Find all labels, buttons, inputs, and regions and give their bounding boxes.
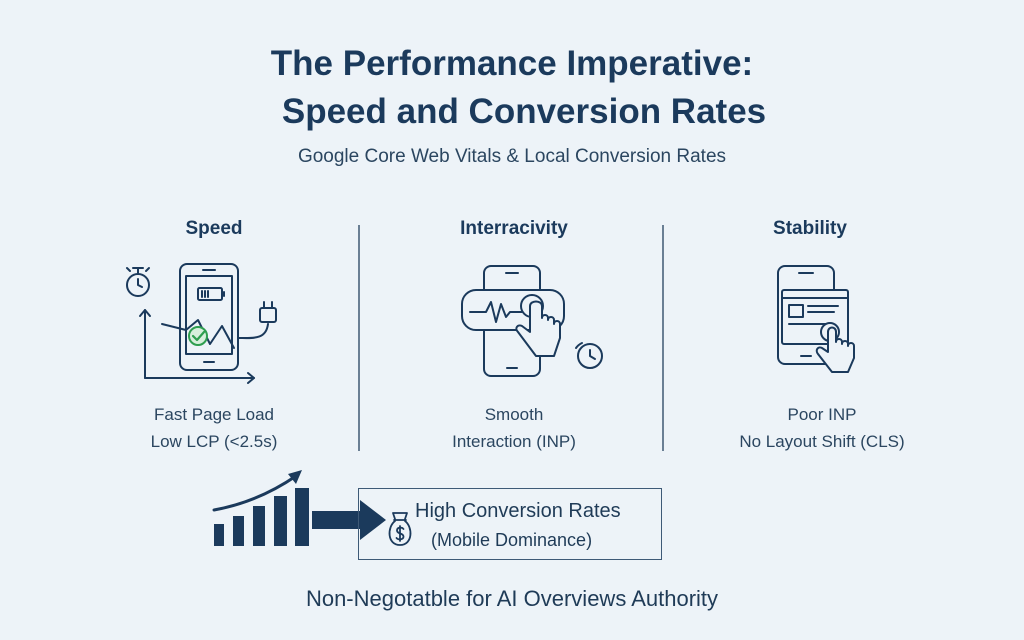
title-line-1: The Performance Imperative:: [270, 44, 754, 83]
growth-bar-chart-icon: [212, 470, 309, 546]
footer-statement: Non-Negotatble for AI Overviews Authorit…: [305, 586, 719, 611]
phone-stable-layout-icon: [777, 265, 855, 373]
column-divider-right: [662, 225, 664, 451]
money-bag-icon: [388, 512, 412, 546]
interactivity-heading: Interracivity: [460, 218, 568, 239]
conversion-label: High Conversion Rates: [415, 500, 621, 522]
subtitle: Google Core Web Vitals & Local Conversio…: [297, 146, 727, 167]
stability-text-line-2: No Layout Shift (CLS): [739, 432, 905, 451]
interactivity-description: Smooth Interaction (INP): [384, 401, 644, 455]
stability-heading: Stability: [773, 218, 847, 239]
speed-heading: Speed: [185, 218, 243, 239]
phone-loading-speed-icon: [126, 263, 277, 384]
conversion-result-box: High Conversion Rates (Mobile Dominance): [358, 488, 662, 560]
speed-description: Fast Page Load Low LCP (<2.5s): [84, 401, 344, 455]
column-divider-left: [358, 225, 360, 451]
conversion-sublabel: (Mobile Dominance): [431, 530, 593, 550]
speed-text-line-2: Low LCP (<2.5s): [150, 432, 278, 451]
stability-description: Poor INP No Layout Shift (CLS): [692, 401, 952, 455]
stability-text-line-1: Poor INP: [787, 405, 857, 424]
interactivity-text-line-1: Smooth: [484, 405, 544, 424]
arrow-right-icon: [312, 500, 386, 540]
interactivity-text-line-2: Interaction (INP): [452, 432, 576, 451]
phone-tap-interaction-icon: [461, 265, 603, 377]
title-line-2: Speed and Conversion Rates: [281, 92, 767, 131]
speed-text-line-1: Fast Page Load: [153, 405, 275, 424]
